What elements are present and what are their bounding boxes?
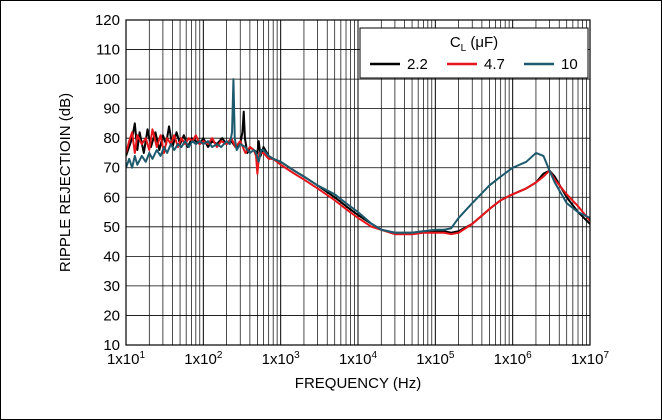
x-tick-label: 1x107 bbox=[571, 350, 610, 368]
legend-items: 2.2 4.7 10 bbox=[370, 56, 578, 73]
legend-label: 2.2 bbox=[407, 56, 428, 73]
series-line-10 bbox=[126, 78, 590, 234]
x-tick-label: 1x103 bbox=[262, 350, 301, 368]
y-tick-label: 50 bbox=[103, 219, 120, 236]
y-tick-label: 60 bbox=[103, 189, 120, 206]
x-tick-label: 1x102 bbox=[184, 350, 223, 368]
y-tick-label: 80 bbox=[103, 130, 120, 147]
x-tick-labels: 1x101 1x102 1x103 1x104 1x105 1x106 1x107 bbox=[107, 350, 610, 368]
y-tick-label: 10 bbox=[103, 337, 120, 354]
x-tick-label: 1x105 bbox=[416, 350, 455, 368]
y-axis-label: RIPPLE REJECTIOIN (dB) bbox=[57, 93, 74, 272]
y-tick-labels: 10 20 30 40 50 60 70 80 90 100 110 120 bbox=[95, 12, 120, 354]
legend-label: 10 bbox=[561, 56, 578, 73]
x-tick-label: 1x101 bbox=[107, 350, 146, 368]
legend-box bbox=[359, 27, 589, 79]
y-tick-label: 110 bbox=[96, 42, 120, 59]
x-tick-label: 1x106 bbox=[494, 350, 533, 368]
legend-title: CL (μF) bbox=[450, 34, 498, 54]
y-tick-label: 120 bbox=[95, 12, 120, 29]
series-curves bbox=[126, 78, 590, 236]
y-tick-label: 30 bbox=[103, 278, 120, 295]
y-tick-label: 90 bbox=[103, 101, 120, 118]
plot-border bbox=[125, 19, 591, 346]
legend: CL (μF) 2.2 4.7 10 bbox=[359, 27, 589, 79]
y-tick-label: 20 bbox=[103, 307, 120, 324]
y-tick-label: 70 bbox=[103, 160, 120, 177]
x-axis-label: FREQUENCY (Hz) bbox=[295, 375, 421, 392]
y-tick-label: 40 bbox=[103, 248, 120, 265]
y-tick-label: 100 bbox=[95, 71, 120, 88]
x-tick-label: 1x104 bbox=[339, 350, 378, 368]
legend-label: 4.7 bbox=[484, 56, 505, 73]
